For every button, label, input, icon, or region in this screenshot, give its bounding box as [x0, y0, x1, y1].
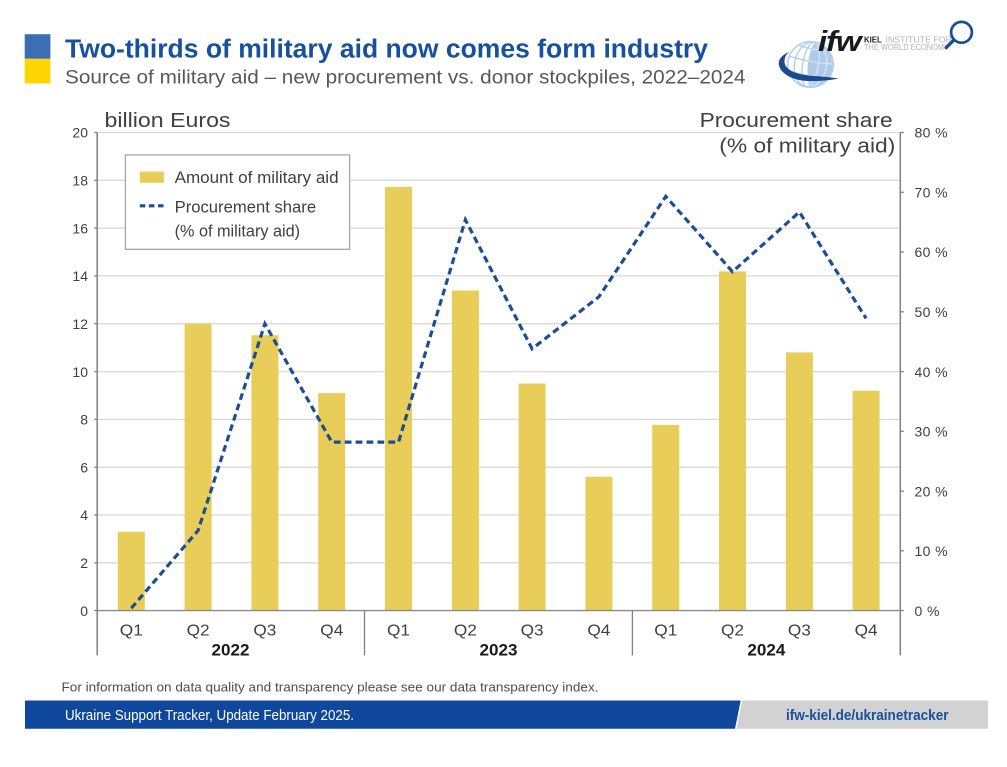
svg-text:18: 18 [72, 173, 88, 189]
svg-text:16: 16 [72, 220, 88, 236]
svg-text:Q2: Q2 [187, 622, 210, 639]
svg-text:10: 10 [72, 364, 88, 380]
svg-text:50 %: 50 % [915, 304, 949, 320]
svg-text:4: 4 [80, 507, 88, 523]
svg-text:For information on data qualit: For information on data quality and tran… [62, 680, 599, 695]
svg-text:Amount of military aid: Amount of military aid [175, 169, 339, 187]
svg-text:ifw: ifw [818, 26, 864, 58]
svg-text:0: 0 [80, 603, 88, 619]
svg-text:2022: 2022 [212, 642, 250, 660]
svg-text:2024: 2024 [747, 642, 786, 660]
svg-text:12: 12 [72, 316, 88, 332]
svg-text:40 %: 40 % [915, 364, 949, 380]
svg-text:80 %: 80 % [915, 125, 949, 141]
svg-text:Q2: Q2 [454, 622, 477, 639]
svg-text:ifw-kiel.de/ukrainetracker: ifw-kiel.de/ukrainetracker [786, 708, 949, 724]
svg-text:Q1: Q1 [120, 622, 143, 639]
svg-text:KIEL: KIEL [864, 35, 882, 44]
svg-text:billion Euros: billion Euros [105, 110, 231, 132]
svg-text:Q4: Q4 [320, 622, 343, 639]
svg-text:Q2: Q2 [721, 622, 744, 639]
svg-text:Q4: Q4 [855, 622, 878, 639]
svg-text:(% of military aid): (% of military aid) [719, 135, 895, 157]
svg-text:Q3: Q3 [253, 622, 276, 639]
svg-text:Source of military aid – new p: Source of military aid – new procurement… [65, 67, 746, 89]
svg-text:Q4: Q4 [587, 622, 610, 639]
svg-text:Q3: Q3 [521, 622, 544, 639]
svg-text:20 %: 20 % [915, 483, 949, 499]
svg-text:2: 2 [80, 555, 88, 571]
svg-text:0 %: 0 % [915, 603, 940, 619]
svg-text:30 %: 30 % [915, 424, 949, 440]
svg-text:14: 14 [72, 268, 88, 284]
svg-text:10 %: 10 % [915, 543, 949, 559]
svg-text:Ukraine Support Tracker, Updat: Ukraine Support Tracker, Update February… [65, 708, 354, 724]
svg-text:8: 8 [80, 412, 88, 428]
svg-text:Q3: Q3 [788, 622, 811, 639]
svg-text:60 %: 60 % [915, 244, 949, 260]
svg-text:Procurement share: Procurement share [175, 198, 317, 216]
svg-text:2023: 2023 [480, 642, 518, 660]
svg-text:70 %: 70 % [915, 185, 949, 201]
svg-text:6: 6 [80, 459, 88, 475]
svg-text:20: 20 [72, 125, 88, 141]
svg-text:THE WORLD ECONOMY: THE WORLD ECONOMY [864, 43, 949, 52]
svg-text:INSTITUTE FOR: INSTITUTE FOR [886, 35, 953, 44]
svg-text:Q1: Q1 [654, 622, 677, 639]
svg-text:(% of military aid): (% of military aid) [175, 223, 301, 241]
svg-text:Two-thirds of military aid now: Two-thirds of military aid now comes for… [65, 36, 709, 64]
svg-text:Q1: Q1 [387, 622, 410, 639]
svg-text:Procurement share: Procurement share [700, 110, 893, 132]
